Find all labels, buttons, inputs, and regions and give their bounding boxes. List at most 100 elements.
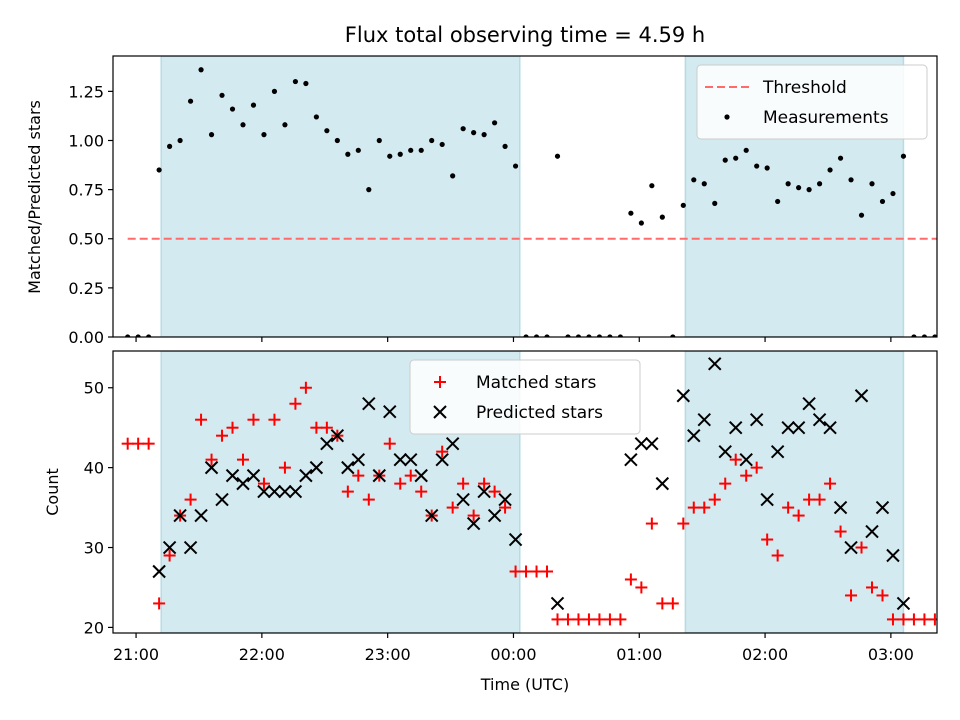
bottom-series-1-point-63 xyxy=(771,549,784,562)
bottom-series-1-point-35 xyxy=(478,477,491,490)
bottom-series-1-point-24 xyxy=(362,493,375,506)
x-tick-label-6: 02:00 xyxy=(742,645,788,664)
top-y-tick-label-4: 0.75 xyxy=(68,181,104,200)
bottom-series-2-point-32 xyxy=(477,484,491,499)
top-series-1-point-54 xyxy=(680,202,686,208)
bottom-series-1-point-1 xyxy=(121,437,134,450)
bottom-series-1-point-59 xyxy=(729,453,742,466)
bottom-series-1-point-76 xyxy=(907,613,920,626)
bottom-series-1-point-17 xyxy=(289,397,302,410)
top-series-1-point-37 xyxy=(502,143,508,149)
bottom-series-1-point-4 xyxy=(153,597,166,610)
top-series-1-point-7 xyxy=(187,98,194,104)
top-series-1-point-65 xyxy=(796,185,802,191)
bottom-series-1-point-23 xyxy=(352,469,365,482)
top-series-1-point-52 xyxy=(659,214,665,220)
x-tick-label-5: 01:00 xyxy=(616,645,662,664)
bottom-series-2-point-17 xyxy=(320,436,334,451)
top-series-1-point-26 xyxy=(387,153,393,159)
top-series-1-point-64 xyxy=(785,181,791,187)
top-series-1-point-59 xyxy=(733,155,739,161)
bottom-series-1-point-44 xyxy=(572,613,585,626)
bottom-series-1-point-55 xyxy=(687,501,700,514)
top-series-1-point-34 xyxy=(471,130,477,136)
bottom-series-1-point-5 xyxy=(163,549,176,562)
bottom-series-1-point-73 xyxy=(876,589,889,602)
top-series-1-point-50 xyxy=(638,220,644,226)
top-series-1-point-36 xyxy=(491,120,498,126)
bottom-series-2-point-44 xyxy=(708,357,722,371)
bottom-series-2-point-6 xyxy=(204,460,219,475)
top-series-1-point-23 xyxy=(355,147,361,153)
bottom-series-2-point-8 xyxy=(225,468,240,483)
bottom-series-2-point-36 xyxy=(550,596,565,611)
top-legend: Threshold Measurements xyxy=(696,64,928,140)
x-tick-label-4: 00:00 xyxy=(490,645,536,664)
bottom-series-2-point-31 xyxy=(466,516,481,531)
top-series-1-point-3 xyxy=(146,334,152,337)
top-series-1-point-71 xyxy=(858,212,865,218)
bottom-series-1-point-75 xyxy=(897,613,910,626)
bottom-series-1-point-15 xyxy=(268,413,281,426)
top-series-1-point-78 xyxy=(932,334,937,337)
top-series-1-point-21 xyxy=(334,137,340,144)
bottom-series-2-point-56 xyxy=(833,500,848,515)
top-series-1-point-25 xyxy=(376,137,382,144)
x-tick-label-2: 22:00 xyxy=(239,645,285,664)
top-series-1-point-12 xyxy=(240,122,246,128)
bottom-series-1-point-38 xyxy=(509,565,522,578)
bottom-series-2-point-38 xyxy=(634,436,649,451)
bottom-series-2-point-52 xyxy=(791,420,806,435)
bottom-series-2-point-16 xyxy=(309,460,324,475)
bottom-y-tick-label-1: 20 xyxy=(84,618,104,637)
top-series-1-point-41 xyxy=(544,334,550,337)
bottom-series-1-point-77 xyxy=(918,613,931,626)
top-axes-frame xyxy=(112,55,938,338)
top-y-tick-label-3: 0.50 xyxy=(68,230,104,249)
bottom-series-2-point-35 xyxy=(508,532,523,547)
top-series-1-point-33 xyxy=(460,126,466,132)
top-y-tick-label-6: 1.25 xyxy=(68,82,104,101)
bottom-series-2-point-2 xyxy=(162,540,177,555)
bottom-series-1-point-72 xyxy=(866,581,879,594)
bottom-series-1-point-18 xyxy=(299,381,312,394)
top-series-1-point-2 xyxy=(135,334,141,337)
bottom-series-2-point-18 xyxy=(330,428,345,443)
bottom-series-2-point-26 xyxy=(414,468,428,483)
top-legend-label-2: Measurements xyxy=(763,108,889,128)
top-y-tick-label-5: 1.00 xyxy=(68,131,104,150)
top-series-1-point-45 xyxy=(586,334,592,337)
bottom-series-2-point-39 xyxy=(645,436,659,451)
bottom-y-axis-label: Count xyxy=(43,468,62,516)
top-series-1-point-32 xyxy=(450,173,456,179)
top-series-1-point-69 xyxy=(837,155,844,161)
top-series-1-point-1 xyxy=(125,334,131,337)
bottom-series-2-point-11 xyxy=(257,484,271,499)
bottom-series-1-point-28 xyxy=(404,469,417,482)
bottom-series-2-point-43 xyxy=(697,412,711,427)
top-series-1-point-19 xyxy=(313,114,319,120)
bottom-series-1-point-58 xyxy=(719,477,732,490)
top-series-1-point-27 xyxy=(397,151,403,157)
bottom-y-tick-label-4: 50 xyxy=(84,379,104,398)
bottom-series-1-point-71 xyxy=(855,541,868,554)
bottom-series-1-point-27 xyxy=(394,477,407,490)
top-series-1-point-74 xyxy=(890,190,896,197)
bottom-series-1-point-41 xyxy=(541,565,554,578)
top-series-1-point-46 xyxy=(596,334,603,337)
top-series-1-point-66 xyxy=(806,187,812,193)
bottom-legend-item-2: Predicted stars xyxy=(433,403,603,423)
bottom-series-1-point-31 xyxy=(436,445,449,458)
bottom-series-2-point-59 xyxy=(865,524,879,539)
bottom-series-1-point-50 xyxy=(635,581,648,594)
bottom-series-2-point-7 xyxy=(215,492,229,507)
top-series-1-point-48 xyxy=(617,334,623,337)
bottom-series-1-point-52 xyxy=(656,597,669,610)
bottom-series-2-point-21 xyxy=(362,397,376,411)
bottom-series-2-point-14 xyxy=(288,484,303,499)
top-series-1-point-43 xyxy=(565,334,571,337)
bottom-series-2-point-4 xyxy=(183,540,198,555)
bottom-series-1-point-2 xyxy=(132,437,145,450)
bottom-series-2-point-24 xyxy=(393,452,407,467)
